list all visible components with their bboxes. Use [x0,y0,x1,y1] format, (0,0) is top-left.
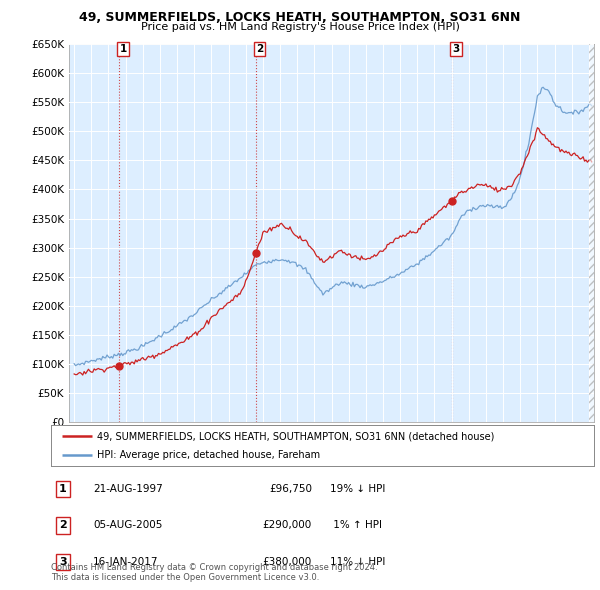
Bar [589,44,594,422]
Text: 3: 3 [59,557,67,567]
Text: 21-AUG-1997: 21-AUG-1997 [93,484,163,494]
Text: 49, SUMMERFIELDS, LOCKS HEATH, SOUTHAMPTON, SO31 6NN: 49, SUMMERFIELDS, LOCKS HEATH, SOUTHAMPT… [79,11,521,24]
Text: 2: 2 [256,44,263,54]
Text: 3: 3 [452,44,460,54]
Text: £290,000: £290,000 [263,520,312,530]
Text: Contains HM Land Registry data © Crown copyright and database right 2024.
This d: Contains HM Land Registry data © Crown c… [51,563,377,582]
Text: 16-JAN-2017: 16-JAN-2017 [93,557,158,567]
Text: 49, SUMMERFIELDS, LOCKS HEATH, SOUTHAMPTON, SO31 6NN (detached house): 49, SUMMERFIELDS, LOCKS HEATH, SOUTHAMPT… [97,431,494,441]
Text: 1% ↑ HPI: 1% ↑ HPI [330,520,382,530]
Text: 05-AUG-2005: 05-AUG-2005 [93,520,163,530]
Text: HPI: Average price, detached house, Fareham: HPI: Average price, detached house, Fare… [97,450,320,460]
Text: 11% ↓ HPI: 11% ↓ HPI [330,557,385,567]
Text: 1: 1 [119,44,127,54]
Text: 1: 1 [59,484,67,494]
Text: £96,750: £96,750 [269,484,312,494]
Text: £380,000: £380,000 [263,557,312,567]
Text: Price paid vs. HM Land Registry's House Price Index (HPI): Price paid vs. HM Land Registry's House … [140,22,460,32]
Bar [589,44,594,422]
Text: 19% ↓ HPI: 19% ↓ HPI [330,484,385,494]
Text: 2: 2 [59,520,67,530]
